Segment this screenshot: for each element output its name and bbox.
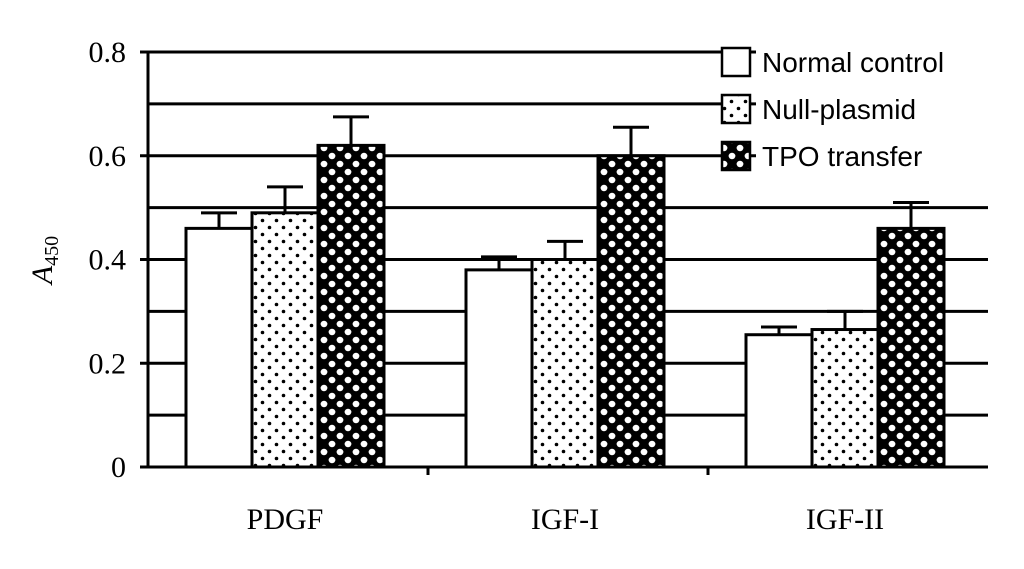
legend-label-bg — [756, 93, 1006, 125]
bar — [316, 143, 386, 469]
y-tick-label: 0.6 — [89, 140, 127, 173]
y-tick-label: 0 — [111, 451, 126, 484]
legend: Normal control Null-plasmid TPO transfer — [720, 46, 1006, 172]
category-label: IGF-II — [806, 503, 884, 536]
bar — [744, 333, 814, 469]
y-tick-label: 0.8 — [89, 36, 127, 69]
bar — [250, 211, 320, 469]
legend-label: Null-plasmid — [762, 94, 916, 125]
y-tick-label: 0.4 — [89, 244, 127, 277]
legend-swatch — [720, 93, 752, 125]
bar — [810, 328, 880, 469]
legend-label: Normal control — [762, 47, 944, 78]
legend-label: TPO transfer — [762, 141, 922, 172]
axis-labels: 0 0.2 0.4 0.6 0.8 A450 PDGF IGF-I IGF-II — [26, 36, 884, 536]
legend-label-bg — [756, 46, 1006, 78]
bar — [530, 258, 600, 469]
category-label: IGF-I — [531, 503, 599, 536]
legend-label-bg — [756, 140, 1006, 172]
bar — [596, 154, 666, 469]
bars — [184, 115, 946, 469]
y-tick-label: 0.2 — [89, 347, 127, 380]
bar — [876, 226, 946, 469]
category-label: PDGF — [247, 503, 324, 536]
y-axis-label: A450 — [26, 236, 63, 286]
legend-swatch — [720, 46, 752, 78]
bar — [184, 226, 254, 469]
bar — [464, 268, 534, 469]
legend-swatch — [720, 140, 752, 172]
